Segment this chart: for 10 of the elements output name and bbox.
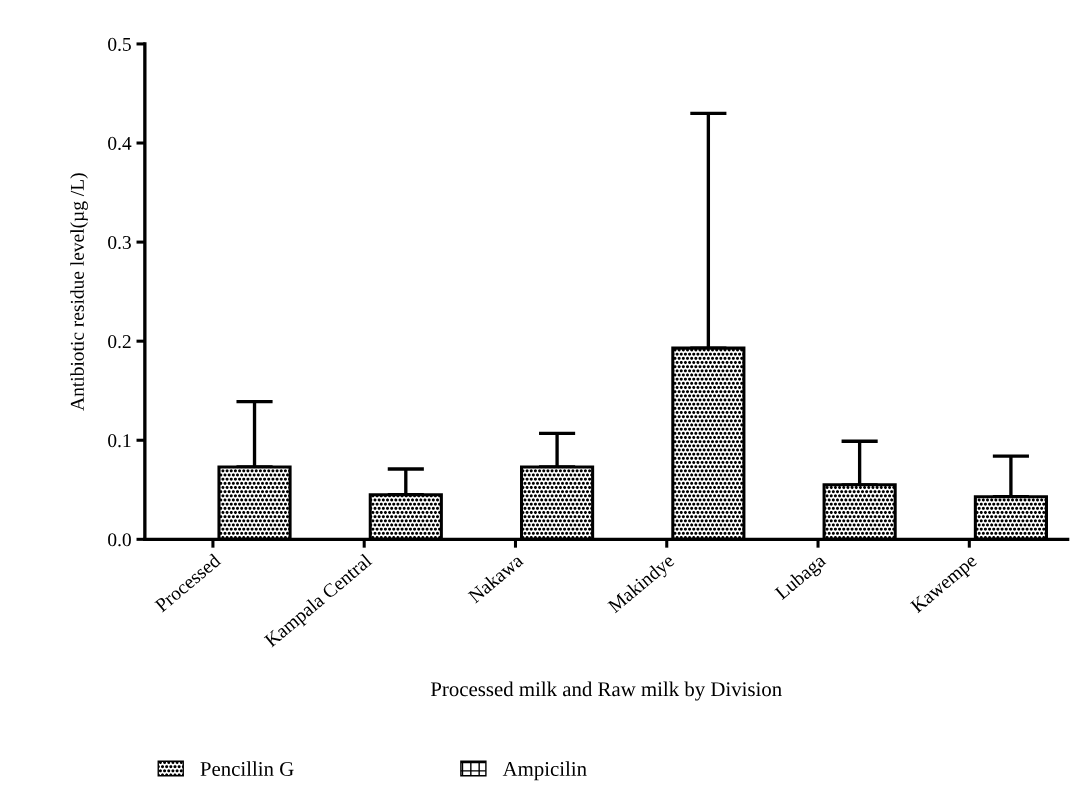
y-tick-label: 0.2	[108, 334, 131, 349]
y-tick-label: 0.3	[108, 235, 131, 250]
y-tick-label: 0.1	[108, 434, 131, 448]
legend-label: Ampicilin	[502, 761, 587, 781]
y-tick-label: 0.0	[108, 533, 131, 547]
y-axis-title: Antibiotic residue level(µg /L)	[70, 173, 88, 411]
legend-label: Pencillin G	[200, 761, 294, 777]
x-axis-title: Processed milk and Raw milk by Division	[430, 681, 782, 701]
y-tick-label: 0.4	[108, 136, 132, 151]
y-tick-label: 0.5	[108, 37, 131, 51]
